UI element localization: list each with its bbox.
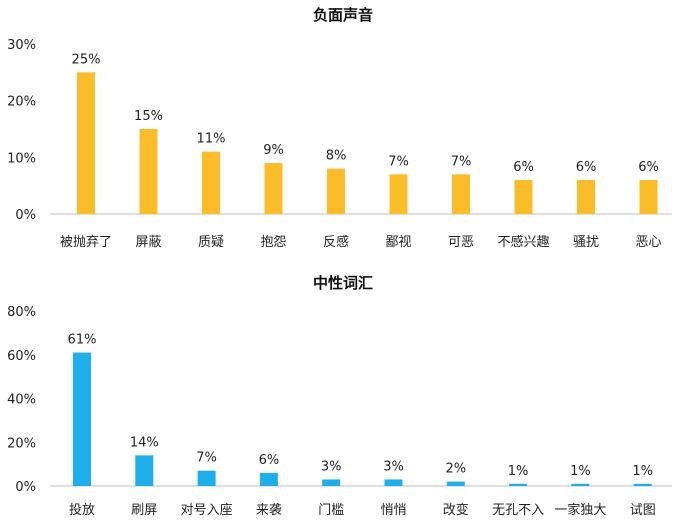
category-label: 可恶 [448, 235, 474, 250]
data-label: 6% [576, 160, 597, 175]
bar [327, 168, 345, 214]
category-label: 改变 [443, 502, 469, 518]
y-tick-label: 0% [15, 480, 36, 495]
data-label: 2% [445, 462, 466, 477]
category-label: 悄悄 [380, 503, 406, 518]
bar [202, 151, 220, 214]
bar [197, 470, 216, 486]
data-label: 7% [451, 154, 472, 169]
neutral-words-chart: 中性词汇 0% 20% 40% 60% 80% 61% 投放 14% 刷屏 7% 对号入座 6% 来袭 3… [7, 274, 672, 518]
bar [514, 180, 533, 214]
category-label: 来袭 [256, 503, 282, 518]
bar [139, 129, 158, 214]
data-label: 1% [508, 464, 529, 479]
category-label: 质疑 [198, 234, 224, 250]
y-tick-label: 10% [7, 151, 36, 166]
data-label: 6% [638, 160, 659, 175]
category-label: 投放 [69, 502, 95, 518]
bar [446, 481, 465, 486]
chart-title: 中性词汇 [313, 274, 373, 292]
bar [135, 455, 154, 486]
bar [73, 352, 91, 486]
bar [322, 479, 341, 486]
data-label: 15% [134, 109, 163, 124]
bar [633, 483, 652, 486]
category-label: 恶心 [635, 235, 661, 250]
category-label: 刷屏 [131, 503, 157, 518]
data-label: 25% [72, 52, 101, 67]
category-label: 鄙视 [385, 235, 411, 250]
category-label: 骚扰 [573, 235, 599, 250]
data-label: 8% [326, 149, 347, 164]
data-label: 7% [388, 154, 409, 169]
data-label: 1% [632, 464, 653, 479]
data-label: 14% [130, 435, 159, 450]
y-tick-label: 0% [15, 208, 36, 223]
bar [577, 180, 595, 214]
bar [77, 72, 95, 214]
y-tick-label: 20% [7, 95, 36, 110]
bar [389, 174, 408, 214]
category-label: 门槛 [318, 503, 344, 518]
bar [509, 483, 528, 486]
category-label: 屏蔽 [135, 235, 161, 250]
data-label: 3% [383, 459, 404, 474]
category-label: 反感 [323, 234, 349, 250]
bar [384, 479, 403, 486]
category-label: 一家独大 [554, 502, 606, 518]
bar [259, 472, 278, 486]
bar [571, 483, 590, 486]
y-tick-label: 40% [7, 393, 36, 408]
category-label: 抱怨 [260, 234, 286, 250]
data-label: 61% [68, 333, 97, 348]
category-label: 不感兴趣 [497, 234, 549, 250]
y-tick-label: 20% [7, 436, 36, 451]
category-label: 对号入座 [181, 503, 233, 518]
bar [264, 163, 283, 214]
data-label: 1% [570, 464, 591, 479]
data-label: 6% [259, 453, 280, 468]
category-label: 无孔不入 [492, 503, 544, 518]
category-label: 试图 [630, 503, 656, 518]
y-tick-label: 30% [7, 38, 36, 53]
bar [639, 180, 658, 214]
y-tick-label: 80% [7, 305, 36, 320]
data-label: 11% [197, 132, 226, 147]
y-tick-label: 60% [7, 349, 36, 364]
negative-voice-chart: 负面声音 0% 10% 20% 30% 25% 被抛弃了 15% 屏蔽 11% 质疑 9% 抱怨 8% 反… [7, 6, 672, 250]
data-label: 7% [196, 451, 217, 466]
data-label: 3% [321, 459, 342, 474]
data-label: 6% [513, 160, 534, 175]
chart-title: 负面声音 [313, 6, 373, 24]
category-label: 被抛弃了 [60, 235, 112, 250]
bar [452, 174, 470, 214]
data-label: 9% [263, 143, 284, 158]
